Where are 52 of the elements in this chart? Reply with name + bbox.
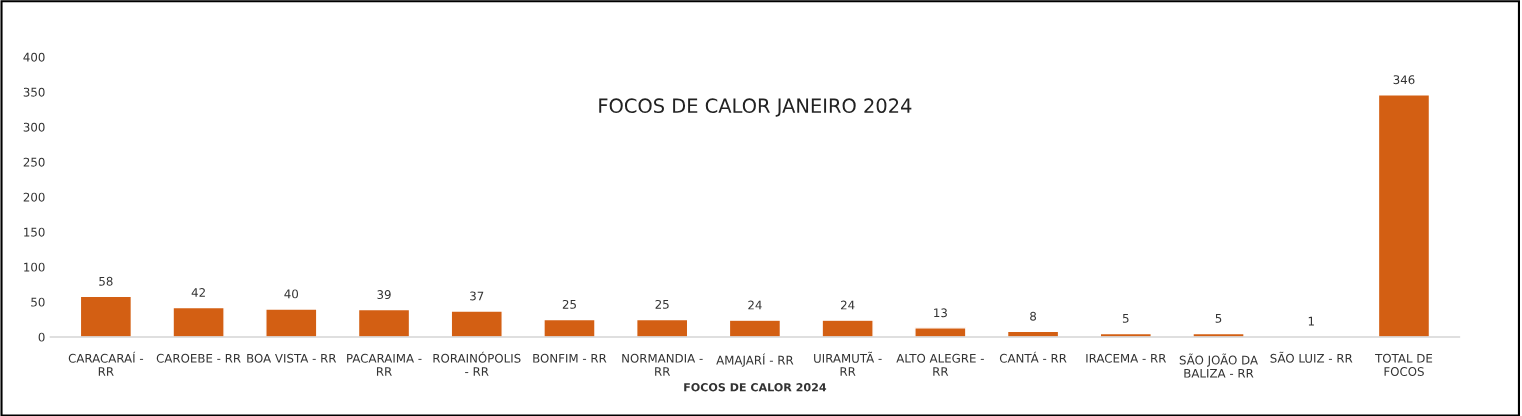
data-label: 24 [840, 300, 855, 310]
y-tick-label: 400 [23, 52, 45, 62]
bar [821, 319, 874, 337]
y-tick-label: 100 [24, 262, 45, 272]
bar [450, 310, 503, 337]
bar [1377, 94, 1431, 337]
x-tick-label: SÃO JOÃO DA BALIZA - RR [1179, 353, 1258, 378]
x-tick-label: CAROEBE - RR [156, 353, 241, 363]
bar [635, 318, 689, 337]
data-label: 5 [1122, 314, 1129, 323]
data-label: 1 [1308, 316, 1314, 326]
x-tick-label: ALTO ALEGRE - RR [896, 353, 984, 376]
data-label: 25 [562, 299, 576, 309]
y-tick-label: 350 [23, 87, 45, 97]
data-label: 37 [470, 291, 484, 301]
y-tick-label: 250 [23, 157, 45, 167]
x-tick-label: CANTÁ - RR [999, 351, 1067, 363]
bar [79, 295, 133, 337]
x-axis-title: FOCOS DE CALOR 2024 [684, 383, 827, 392]
bar [265, 308, 318, 337]
x-tick-label: RORAINÓPOLIS - RR [433, 351, 521, 376]
x-tick-label: SÃO LUIZ - RR [1270, 351, 1353, 363]
data-label: 42 [191, 288, 205, 297]
data-label: 5 [1215, 314, 1222, 323]
x-tick-label: UIRAMUTÃ - RR [814, 351, 882, 376]
data-label: 58 [99, 276, 113, 286]
data-label: 346 [1393, 75, 1415, 85]
data-label: 39 [377, 290, 391, 300]
bar [543, 318, 596, 337]
y-tick-label: 50 [31, 297, 45, 307]
data-label: 8 [1030, 311, 1037, 321]
x-tick-label: PACARAIMA - RR [347, 353, 422, 376]
y-tick-label: 300 [23, 122, 45, 132]
x-tick-label: BONFIM - RR [533, 353, 607, 363]
y-tick-label: 0 [38, 332, 45, 342]
data-label: 25 [655, 299, 669, 309]
x-tick-label: TOTAL DE FOCOS [1375, 353, 1433, 376]
bar [357, 308, 411, 337]
x-tick-label: CARACARAÍ - RR [68, 351, 144, 376]
data-label: 13 [934, 308, 947, 318]
data-label: 24 [748, 300, 762, 310]
bar [914, 327, 967, 337]
bar [728, 319, 782, 337]
data-label: 40 [284, 289, 299, 299]
y-tick-label: 150 [24, 227, 45, 237]
x-tick-label: BOA VISTA - RR [247, 353, 337, 363]
x-tick-label: NORMANDIA - RR [622, 353, 703, 376]
x-tick-label: AMAJARÍ - RR [716, 353, 794, 367]
y-tick-label: 200 [23, 192, 45, 202]
bar [172, 306, 225, 337]
text: FOCOS DE CALOR JANEIRO 2024 [599, 98, 912, 117]
x-tick-label: IRACEMA - RR [1086, 353, 1167, 363]
